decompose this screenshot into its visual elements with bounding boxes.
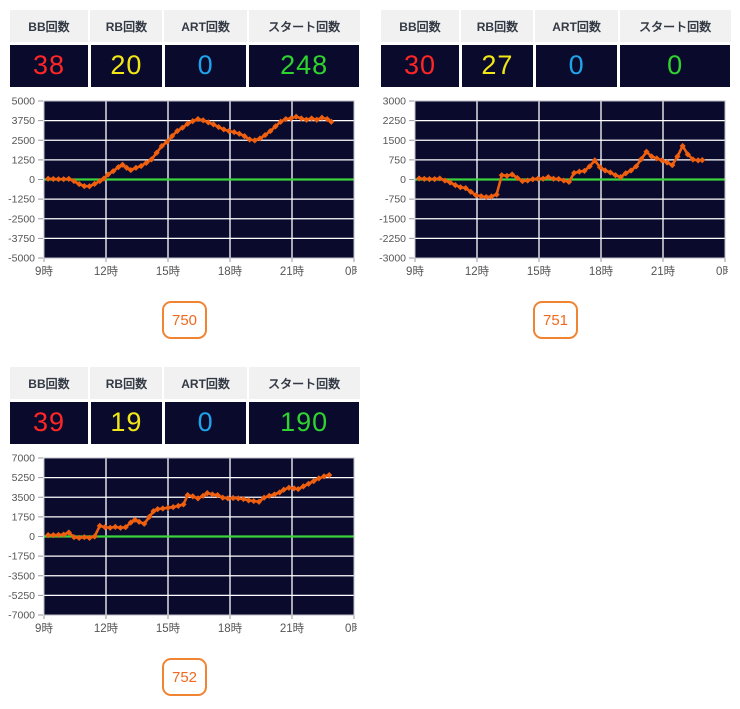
stats-table: BB回数 RB回数 ART回数 スタート回数 39 19 0 190	[7, 365, 362, 447]
svg-text:-1250: -1250	[8, 194, 35, 206]
svg-text:-1750: -1750	[8, 551, 35, 563]
bb-count-value: 39	[7, 399, 91, 447]
machine-panel-750: BB回数 RB回数 ART回数 スタート回数 38 20 0 248 -5000…	[7, 8, 362, 341]
bb-count-value: 30	[378, 42, 462, 90]
svg-text:-5000: -5000	[8, 253, 35, 265]
svg-text:15時: 15時	[156, 265, 181, 278]
bb-count-header: BB回数	[378, 8, 462, 45]
svg-text:-7000: -7000	[8, 610, 35, 622]
svg-text:12時: 12時	[465, 265, 490, 278]
stats-value-row: 38 20 0 248	[7, 42, 362, 90]
machine-number-row: 750	[7, 301, 362, 341]
rb-count-value: 20	[87, 42, 165, 90]
svg-text:0: 0	[29, 531, 35, 543]
rb-count-value: 19	[87, 399, 165, 447]
start-count-value: 248	[246, 42, 362, 90]
bb-count-header: BB回数	[7, 8, 91, 45]
stats-header-row: BB回数 RB回数 ART回数 スタート回数	[7, 8, 362, 45]
svg-text:-3750: -3750	[8, 233, 35, 245]
svg-text:12時: 12時	[94, 265, 119, 278]
rb-count-header: RB回数	[459, 8, 536, 45]
machine-number-row: 752	[7, 658, 362, 698]
svg-text:12時: 12時	[94, 622, 119, 635]
bb-count-header: BB回数	[7, 365, 91, 402]
machine-number-button[interactable]: 750	[161, 301, 208, 339]
machine-panel-751: BB回数 RB回数 ART回数 スタート回数 30 27 0 0 -3000 -2…	[378, 8, 733, 341]
svg-text:5000: 5000	[12, 97, 36, 108]
payout-history-chart: -5000 -3750 -2500 -1250 0 1250 2500 3750 5000 9時 1…	[7, 97, 362, 285]
svg-text:21時: 21時	[280, 622, 305, 635]
svg-text:3500: 3500	[12, 492, 36, 504]
start-count-value: 0	[617, 42, 733, 90]
svg-text:9時: 9時	[406, 265, 424, 278]
rb-count-value: 27	[458, 42, 536, 90]
machine-number-row: 751	[378, 301, 733, 341]
svg-text:21時: 21時	[280, 265, 305, 278]
svg-text:-750: -750	[385, 194, 406, 206]
start-count-header: スタート回数	[246, 8, 362, 45]
svg-text:0時: 0時	[716, 265, 728, 278]
svg-text:2250: 2250	[383, 115, 407, 127]
art-count-header: ART回数	[162, 365, 249, 402]
machine-panel-752: BB回数 RB回数 ART回数 スタート回数 39 19 0 190 -7000…	[7, 365, 362, 698]
svg-text:-1500: -1500	[379, 213, 406, 225]
svg-text:0: 0	[29, 174, 35, 186]
stats-header-row: BB回数 RB回数 ART回数 スタート回数	[378, 8, 733, 45]
svg-text:-2250: -2250	[379, 233, 406, 245]
svg-text:15時: 15時	[527, 265, 552, 278]
svg-text:18時: 18時	[589, 265, 614, 278]
svg-text:5250: 5250	[12, 472, 36, 484]
svg-text:-2500: -2500	[8, 213, 35, 225]
svg-text:0: 0	[400, 174, 406, 186]
svg-text:18時: 18時	[218, 265, 243, 278]
svg-text:750: 750	[388, 154, 406, 166]
svg-text:0時: 0時	[345, 265, 357, 278]
stats-header-row: BB回数 RB回数 ART回数 スタート回数	[7, 365, 362, 402]
payout-history-chart: -3000 -2250 -1500 -750 0 750 1500 2250 3000 9時 12時…	[378, 97, 733, 285]
svg-text:21時: 21時	[651, 265, 676, 278]
svg-text:0時: 0時	[345, 622, 357, 635]
stats-value-row: 30 27 0 0	[378, 42, 733, 90]
svg-text:-3500: -3500	[8, 570, 35, 582]
start-count-header: スタート回数	[617, 8, 733, 45]
rb-count-header: RB回数	[88, 8, 165, 45]
svg-text:18時: 18時	[218, 622, 243, 635]
svg-text:-3000: -3000	[379, 253, 406, 265]
payout-history-chart: -7000 -5250 -3500 -1750 0 1750 3500 5250 7000 9時 1…	[7, 454, 362, 642]
art-count-value: 0	[161, 399, 250, 447]
svg-text:9時: 9時	[35, 622, 53, 635]
svg-text:7000: 7000	[12, 454, 36, 465]
stats-value-row: 39 19 0 190	[7, 399, 362, 447]
machine-number-button[interactable]: 751	[532, 301, 579, 339]
machine-number-button[interactable]: 752	[161, 658, 208, 696]
svg-text:15時: 15時	[156, 622, 181, 635]
art-count-header: ART回数	[162, 8, 249, 45]
svg-text:9時: 9時	[35, 265, 53, 278]
start-count-value: 190	[246, 399, 362, 447]
svg-text:1500: 1500	[383, 135, 407, 147]
svg-text:1250: 1250	[12, 154, 36, 166]
rb-count-header: RB回数	[88, 365, 165, 402]
stats-table: BB回数 RB回数 ART回数 スタート回数 38 20 0 248	[7, 8, 362, 90]
svg-text:3750: 3750	[12, 115, 36, 127]
svg-text:2500: 2500	[12, 135, 36, 147]
art-count-header: ART回数	[533, 8, 620, 45]
svg-text:3000: 3000	[383, 97, 407, 108]
svg-text:-5250: -5250	[8, 590, 35, 602]
art-count-value: 0	[532, 42, 621, 90]
bb-count-value: 38	[7, 42, 91, 90]
start-count-header: スタート回数	[246, 365, 362, 402]
art-count-value: 0	[161, 42, 250, 90]
svg-text:1750: 1750	[12, 511, 36, 523]
stats-table: BB回数 RB回数 ART回数 スタート回数 30 27 0 0	[378, 8, 733, 90]
